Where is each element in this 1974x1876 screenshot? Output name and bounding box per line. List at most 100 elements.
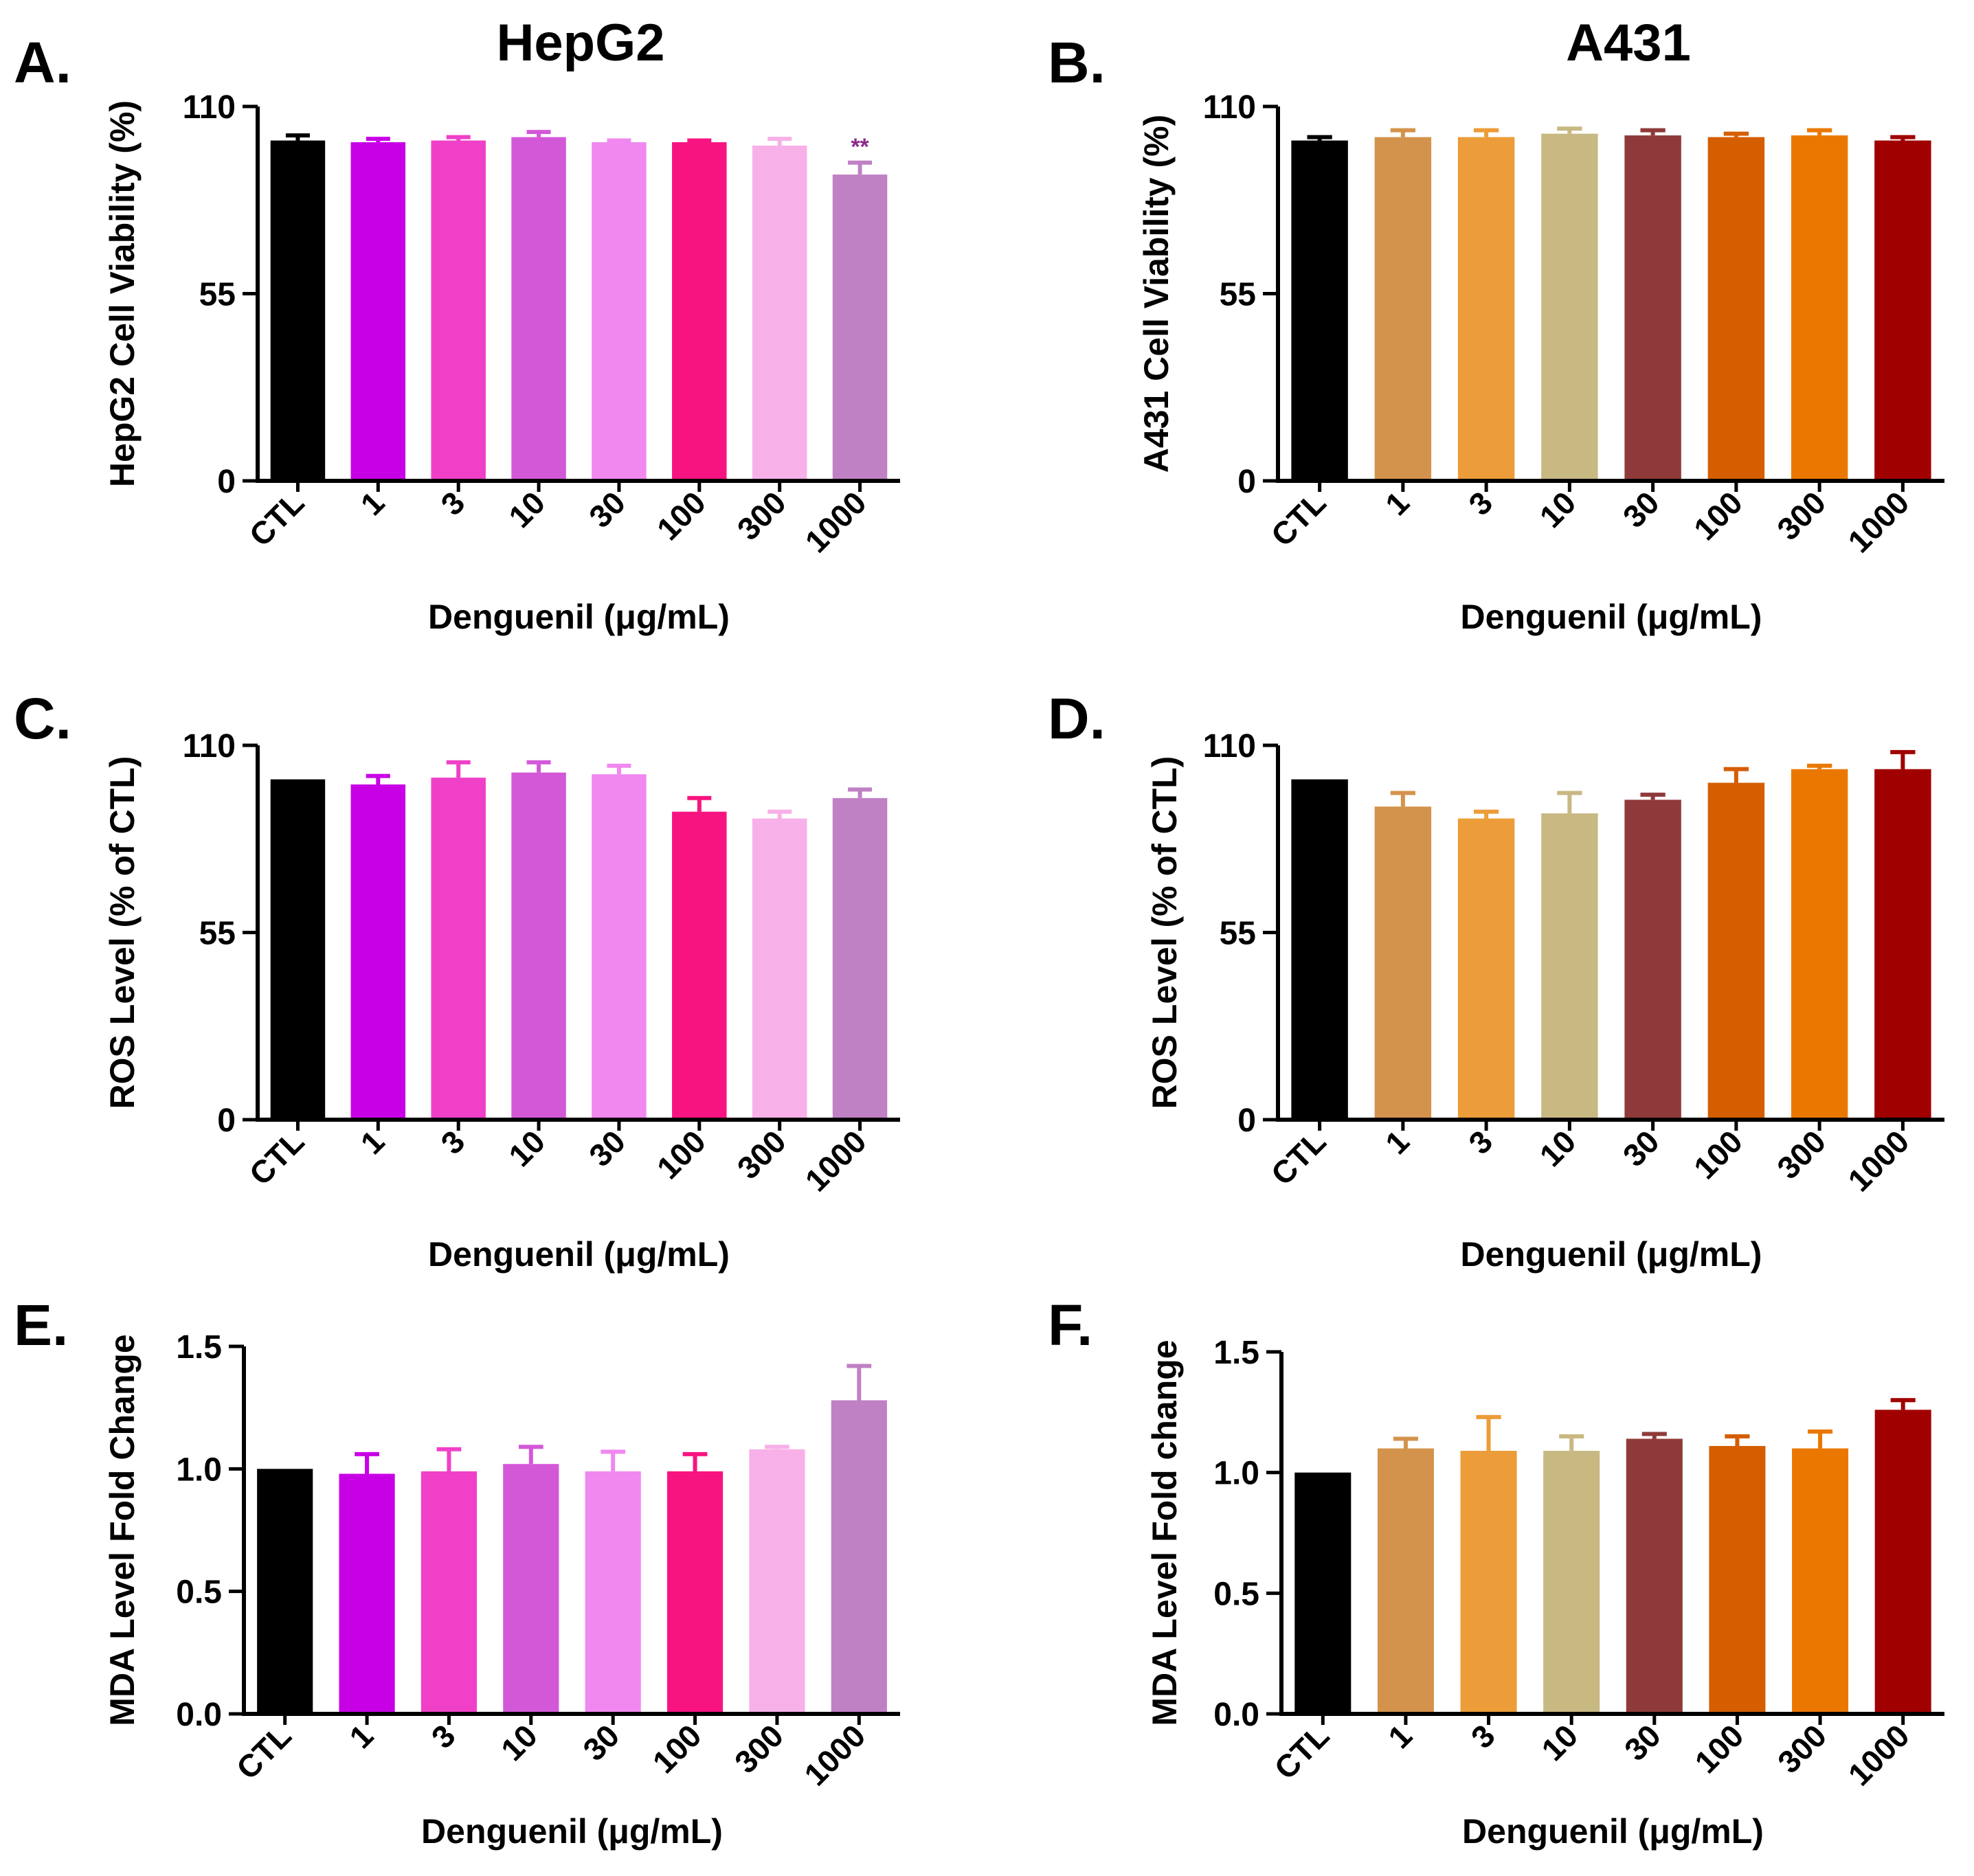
panel-b-ytick-label: 110 [1203, 89, 1256, 126]
panel-f-category-label: 300 [1771, 1717, 1833, 1780]
panel-e-bar-100 [666, 1471, 724, 1714]
panel-b-bar-ctl [1291, 140, 1348, 481]
panel-e-category-label: 1000 [797, 1717, 872, 1792]
panel-f-category-label: 10 [1534, 1717, 1584, 1767]
panel-a-bar-300 [752, 145, 807, 481]
panel-c-category-label: 3 [434, 1123, 471, 1161]
panel-e-bar-1 [339, 1473, 395, 1714]
panel-a-category-label: 1 [354, 484, 392, 522]
panel-b-category-label: 30 [1616, 484, 1666, 534]
panel-d-letter: D. [1048, 686, 1106, 751]
panel-a-y-axis-title: HepG2 Cell Viability (%) [103, 100, 142, 487]
panel-f-ytick-label: 0.5 [1213, 1576, 1259, 1612]
panel-a-category-label: 100 [650, 484, 713, 547]
panel-f-letter: F. [1048, 1293, 1092, 1357]
panel-c-bar-1 [350, 784, 406, 1120]
panel-b-category-label: 10 [1532, 484, 1582, 534]
panel-e-ytick-label: 1.0 [176, 1451, 222, 1488]
panel-a-ytick-label: 110 [183, 89, 236, 126]
panel-e-category-label: 1 [342, 1717, 380, 1755]
panel-a-bar-30 [592, 142, 647, 482]
panel-d-bar-1000 [1874, 769, 1931, 1120]
panel-d-y-axis-title: ROS Level (% of CTL) [1145, 756, 1184, 1109]
panel-b-category-label: CTL [1264, 484, 1333, 553]
panel-d-x-axis-title: Denguenil (μg/mL) [1461, 1235, 1762, 1274]
panel-b-category-label: 100 [1687, 484, 1749, 547]
panel-d-ytick-label: 55 [1220, 916, 1256, 952]
panel-b-ytick-label: 0 [1237, 464, 1256, 500]
panel-e-ytick-label: 0.5 [176, 1574, 222, 1611]
panel-d-ytick-label: 110 [1203, 728, 1256, 765]
panel-e-bar-300 [749, 1449, 805, 1714]
panel-c-bar-3 [431, 778, 486, 1120]
panel-a-bar-ctl [270, 140, 326, 481]
panel-a-bar-10 [511, 137, 566, 481]
panel-b-category-label: 1000 [1841, 484, 1916, 559]
panel-a-letter: A. [14, 30, 71, 95]
panel-c-bar-1000 [832, 798, 888, 1120]
panel-a-category-label: CTL [243, 484, 311, 553]
panel-b-x-axis-title: Denguenil (μg/mL) [1461, 598, 1762, 636]
panel-a-significance-annotation: ** [851, 134, 869, 160]
panel-e-letter: E. [14, 1293, 68, 1357]
panel-d-bar-3 [1457, 818, 1515, 1120]
panel-f-ytick-label: 0.0 [1213, 1697, 1259, 1733]
panel-a-category-label: 3 [434, 484, 471, 522]
panel-b-letter: B. [1048, 30, 1106, 95]
panel-b-bar-1000 [1874, 140, 1931, 481]
panel-b-ytick-label: 55 [1220, 277, 1256, 313]
panel-b-bar-300 [1791, 135, 1848, 481]
panel-f-category-label: 1 [1381, 1717, 1419, 1755]
panel-e-category-label: 3 [425, 1717, 462, 1755]
panel-d-category-label: 10 [1532, 1123, 1582, 1173]
panel-e-bar-30 [585, 1471, 641, 1714]
panel-c-category-label: 300 [730, 1123, 793, 1186]
panel-d-bar-30 [1624, 800, 1681, 1120]
panel-c-category-label: CTL [243, 1123, 311, 1192]
panel-c-ytick-label: 0 [217, 1103, 236, 1139]
panel-f-y-axis-title: MDA Level Fold change [1145, 1340, 1184, 1726]
panel-e-bar-10 [503, 1464, 559, 1714]
panel-c-category-label: 10 [502, 1123, 552, 1173]
panel-d-category-label: 3 [1461, 1123, 1499, 1161]
panel-f-category-label: 30 [1617, 1717, 1668, 1767]
panel-e-category-label: 100 [646, 1717, 708, 1780]
panel-c-y-axis-title: ROS Level (% of CTL) [103, 756, 142, 1109]
panel-e-bar-1000 [831, 1400, 887, 1714]
panel-d-category-label: 1000 [1841, 1123, 1916, 1198]
panel-e-bar-ctl [257, 1469, 313, 1714]
panel-b-bar-10 [1541, 133, 1598, 482]
panel-e-bar-3 [420, 1471, 478, 1714]
panel-a-category-label: 300 [730, 484, 793, 547]
panel-f-category-label: 1000 [1841, 1717, 1916, 1792]
panel-b-category-label: 1 [1378, 484, 1416, 522]
panel-d-category-label: 1 [1378, 1123, 1416, 1161]
panel-e-x-axis-title: Denguenil (μg/mL) [421, 1812, 723, 1851]
panel-f-bar-1000 [1874, 1410, 1931, 1714]
panel-b-bar-1 [1374, 137, 1432, 481]
panel-f-bar-1 [1377, 1448, 1434, 1714]
panel-e-ytick-label: 1.5 [176, 1329, 222, 1366]
panel-d-category-label: 30 [1616, 1123, 1666, 1173]
panel-d-category-label: 300 [1770, 1123, 1832, 1186]
panel-c-bar-10 [511, 772, 566, 1120]
panel-c-bar-300 [752, 818, 807, 1120]
panel-c-ytick-label: 55 [199, 916, 236, 952]
panel-e-category-label: 300 [728, 1717, 790, 1780]
panel-d-bar-10 [1541, 813, 1598, 1120]
panel-a-ytick-label: 55 [199, 277, 236, 313]
panel-f-ytick-label: 1.5 [1213, 1335, 1259, 1371]
panel-b-category-label: 3 [1461, 484, 1499, 522]
panel-d-bar-ctl [1291, 779, 1348, 1120]
panel-a-ytick-label: 0 [217, 464, 236, 500]
panel-c-bar-100 [672, 811, 727, 1120]
panel-b-bar-30 [1624, 135, 1681, 481]
panel-a-bar-1000 [832, 174, 888, 481]
panel-d-bar-1 [1374, 806, 1432, 1120]
panel-f-category-label: CTL [1267, 1717, 1336, 1786]
column-title-a431: A431 [1566, 14, 1691, 72]
panel-b-bar-3 [1457, 137, 1515, 481]
panel-d-category-label: 100 [1687, 1123, 1749, 1186]
panel-f-category-label: 100 [1687, 1717, 1750, 1780]
